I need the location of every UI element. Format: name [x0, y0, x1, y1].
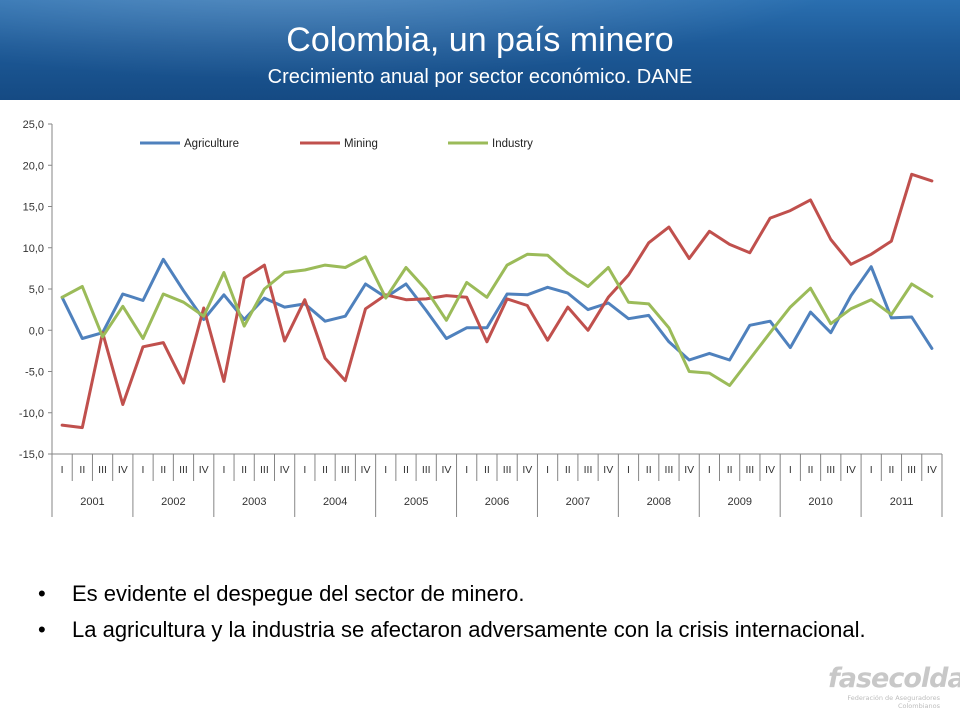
y-tick-label: 20,0 — [23, 160, 44, 172]
quarter-tick-label: II — [565, 464, 571, 476]
quarter-tick-label: III — [907, 464, 916, 476]
legend-label: Industry — [492, 138, 533, 150]
quarter-tick-label: I — [303, 464, 306, 476]
quarter-tick-label: I — [546, 464, 549, 476]
chart-area: 25,0 20,0 15,0 10,0 5,0 0,0 -5,0 -10,0 -15,0 I II I… — [0, 106, 960, 526]
year-tick-label: 2001 — [80, 496, 104, 508]
legend-label: Mining — [344, 138, 378, 150]
year-tick-label: 2004 — [323, 496, 347, 508]
quarter-tick-label: III — [179, 464, 188, 476]
quarter-tick-label: III — [422, 464, 431, 476]
year-tick-label: 2010 — [808, 496, 832, 508]
logo-tagline: Federación de Aseguradores Colombianos — [847, 694, 940, 710]
slide-subtitle: Crecimiento anual por sector económico. … — [267, 66, 693, 88]
bullet-text: La agricultura y la industria se afectar… — [72, 617, 866, 642]
quarter-tick-label: IV — [118, 464, 128, 476]
bullet-item: • La agricultura y la industria se afect… — [38, 616, 938, 644]
quarter-tick-label: II — [79, 464, 85, 476]
quarter-tick-label: III — [665, 464, 674, 476]
year-tick-label: 2011 — [890, 496, 914, 508]
year-tick-label: 2007 — [566, 496, 590, 508]
quarter-tick-label: III — [260, 464, 269, 476]
series-line-mining — [60, 172, 934, 430]
quarter-tick-label: III — [584, 464, 593, 476]
quarter-tick-label: II — [808, 464, 814, 476]
y-tick-label: 10,0 — [23, 243, 44, 255]
slide-header: Colombia, un país minero Crecimiento anu… — [0, 0, 960, 100]
series-line-industry — [60, 252, 934, 387]
quarter-tick-label: I — [142, 464, 145, 476]
quarter-tick-label: I — [870, 464, 873, 476]
quarter-tick-label: I — [61, 464, 64, 476]
logo-wordmark: fasecolda — [828, 663, 960, 694]
quarter-tick-label: IV — [927, 464, 937, 476]
y-tick-label: 0,0 — [29, 325, 44, 337]
slide-title: Colombia, un país minero — [286, 21, 674, 59]
quarter-tick-label: I — [465, 464, 468, 476]
quarter-tick-label: IV — [361, 464, 371, 476]
quarter-tick-label: II — [241, 464, 247, 476]
year-tick-label: 2006 — [485, 496, 509, 508]
quarter-tick-label: III — [745, 464, 754, 476]
quarter-tick-label: III — [503, 464, 512, 476]
y-tick-label: -15,0 — [19, 449, 44, 461]
legend-label: Agriculture — [184, 138, 239, 150]
bullet-marker: • — [38, 617, 46, 642]
y-tick-label: 5,0 — [29, 284, 44, 296]
bullet-item: • Es evidente el despegue del sector de … — [38, 580, 938, 608]
quarter-tick-label: I — [627, 464, 630, 476]
quarter-tick-label: III — [826, 464, 835, 476]
y-tick-label: -10,0 — [19, 408, 44, 420]
quarter-tick-label: IV — [684, 464, 694, 476]
quarter-tick-label: III — [341, 464, 350, 476]
quarter-tick-label: IV — [603, 464, 613, 476]
quarter-tick-label: IV — [765, 464, 775, 476]
year-tick-label: 2008 — [647, 496, 671, 508]
quarter-tick-label: II — [484, 464, 490, 476]
quarter-tick-label: II — [160, 464, 166, 476]
growth-line-chart: 25,020,015,010,05,00,0-5,0-10,0-15,0I II I… — [19, 119, 943, 517]
y-tick-label: 25,0 — [23, 119, 44, 131]
quarter-tick-label: IV — [199, 464, 209, 476]
quarter-tick-label: IV — [846, 464, 856, 476]
year-tick-label: 2005 — [404, 496, 428, 508]
quarter-tick-label: II — [727, 464, 733, 476]
quarter-tick-label: I — [222, 464, 225, 476]
year-tick-label: 2003 — [242, 496, 266, 508]
bullet-list: • Es evidente el despegue del sector de … — [38, 580, 938, 652]
quarter-tick-label: III — [98, 464, 107, 476]
quarter-tick-label: II — [403, 464, 409, 476]
quarter-tick-label: IV — [522, 464, 532, 476]
header-sheen — [0, 0, 960, 100]
year-tick-label: 2002 — [161, 496, 185, 508]
year-tick-label: 2009 — [727, 496, 751, 508]
quarter-tick-label: II — [889, 464, 895, 476]
quarter-tick-label: I — [708, 464, 711, 476]
quarter-tick-label: I — [384, 464, 387, 476]
y-tick-label: 15,0 — [23, 202, 44, 214]
quarter-tick-label: II — [646, 464, 652, 476]
y-tick-label: -5,0 — [25, 367, 44, 379]
quarter-tick-label: I — [789, 464, 792, 476]
quarter-tick-label: II — [322, 464, 328, 476]
bullet-marker: • — [38, 581, 46, 606]
bullet-text: Es evidente el despegue del sector de mi… — [72, 581, 525, 606]
fasecolda-logo: fasecolda Federación de Aseguradores Col… — [828, 663, 960, 711]
quarter-tick-label: IV — [280, 464, 290, 476]
quarter-tick-label: IV — [441, 464, 451, 476]
